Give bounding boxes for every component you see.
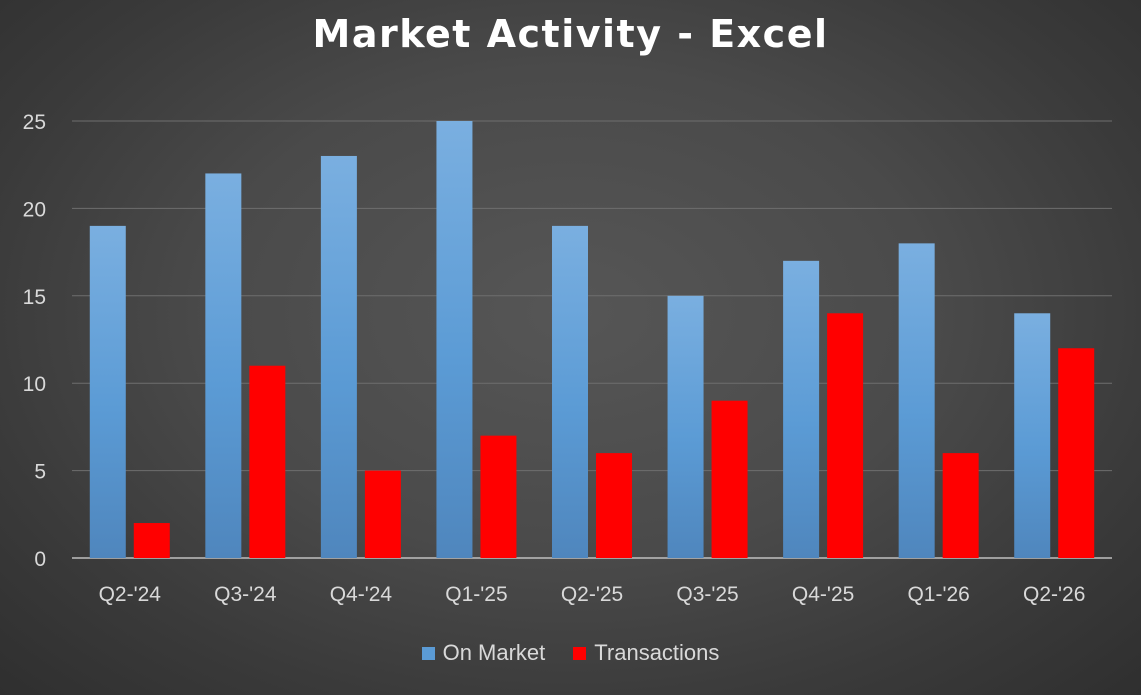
bar-transactions bbox=[942, 453, 979, 558]
gridlines bbox=[72, 120, 1112, 559]
bars bbox=[89, 121, 1095, 559]
bar-on-market bbox=[783, 260, 820, 558]
y-tick-label: 15 bbox=[23, 286, 46, 309]
legend-item-on-market: On Market bbox=[421, 640, 546, 666]
legend-label-transactions: Transactions bbox=[594, 640, 720, 665]
bar-on-market bbox=[552, 225, 588, 558]
x-tick-label: Q3-'24 bbox=[214, 583, 277, 606]
y-axis-tick-labels: 0 5 10 15 20 25 bbox=[23, 111, 46, 571]
x-tick-label: Q2-'25 bbox=[561, 583, 623, 606]
bar-on-market bbox=[205, 173, 242, 558]
x-tick-label: Q4-'24 bbox=[330, 583, 393, 606]
legend-label-on-market: On Market bbox=[442, 640, 546, 665]
bar-on-market bbox=[1014, 313, 1051, 558]
bar-on-market bbox=[898, 243, 935, 559]
legend: On Market Transactions bbox=[0, 640, 1141, 666]
x-tick-label: Q1-'25 bbox=[445, 583, 507, 606]
bar-transactions bbox=[1058, 348, 1095, 558]
bar-on-market bbox=[320, 155, 357, 558]
bar-transactions bbox=[596, 453, 632, 558]
bar-on-market bbox=[667, 295, 704, 558]
x-tick-label: Q3-'25 bbox=[676, 583, 738, 606]
chart-title: Market Activity - Excel bbox=[312, 12, 829, 56]
y-tick-label: 20 bbox=[23, 198, 46, 221]
x-tick-label: Q1-'26 bbox=[907, 583, 969, 606]
bar-transactions bbox=[364, 470, 401, 558]
x-axis-tick-labels: Q2-'24 Q3-'24 Q4-'24 Q1-'25 Q2-'25 Q3-'25 Q4-'… bbox=[99, 583, 1086, 606]
y-tick-label: 0 bbox=[34, 548, 46, 571]
x-tick-label: Q2-'24 bbox=[99, 583, 162, 606]
bar-transactions bbox=[827, 313, 864, 558]
bar-on-market bbox=[89, 225, 126, 558]
x-tick-label: Q2-'26 bbox=[1023, 583, 1085, 606]
x-tick-label: Q4-'25 bbox=[792, 583, 854, 606]
bar-transactions bbox=[133, 523, 170, 558]
bar-on-market bbox=[436, 121, 473, 558]
legend-swatch-transactions bbox=[573, 646, 587, 660]
y-tick-label: 5 bbox=[34, 461, 46, 484]
y-tick-label: 25 bbox=[23, 111, 46, 134]
bar-transactions bbox=[249, 365, 286, 558]
bar-transactions bbox=[711, 400, 748, 558]
legend-item-transactions: Transactions bbox=[573, 640, 719, 666]
bar-transactions bbox=[480, 435, 517, 558]
y-tick-label: 10 bbox=[23, 373, 46, 396]
legend-swatch-on-market bbox=[421, 646, 435, 660]
